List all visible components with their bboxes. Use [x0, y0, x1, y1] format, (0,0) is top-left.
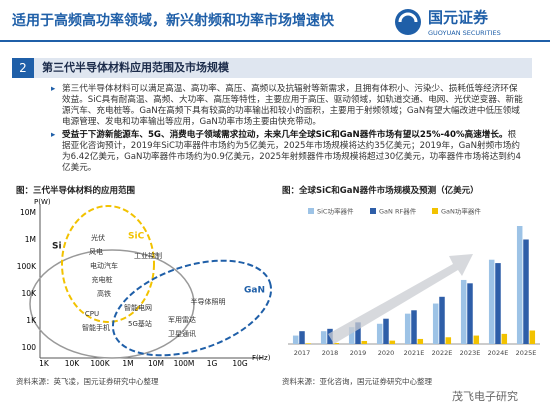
- x-tick-label: 2022E: [432, 349, 453, 357]
- bar: [516, 226, 523, 344]
- x-label: 100M: [174, 359, 195, 368]
- bullet-text: 根据亚化咨询预计，2019年SiC功率器件市场约为5亿美元，2025年市场规模将…: [62, 130, 521, 173]
- x-tick-label: 2024E: [488, 349, 509, 357]
- x-tick-label: 2021E: [404, 349, 425, 357]
- x-tick-label: 2025E: [516, 349, 537, 357]
- bar: [320, 331, 327, 344]
- application-label: 军用雷达: [168, 315, 196, 324]
- x-tick-label: 2017: [294, 349, 311, 357]
- application-label: 工业控制: [134, 251, 162, 260]
- bar: [439, 296, 445, 344]
- y-label: 100K: [17, 262, 37, 271]
- bar: [376, 323, 383, 344]
- logo-en: GUOYUAN SECURITIES: [428, 29, 501, 37]
- bar: [501, 333, 508, 344]
- legend-label: GaN功率器件: [441, 207, 481, 216]
- bar: [432, 303, 439, 344]
- x-tick-label: 2023E: [460, 349, 481, 357]
- application-label: 光伏: [91, 233, 105, 242]
- y-label: 1M: [25, 235, 36, 244]
- bar: [529, 330, 536, 344]
- bar: [333, 342, 340, 344]
- figure-title: 图：三代半导体材料的应用范围: [16, 186, 136, 196]
- application-label: 智能手机: [82, 323, 110, 332]
- bar: [411, 310, 417, 344]
- section-bar: [12, 58, 532, 78]
- bar: [389, 340, 396, 344]
- bullet-bold: 受益于下游新能源车、5G、消费电子领域需求拉动，未来几年全球SiC和GaN器件市…: [62, 130, 508, 140]
- logo: 国元证券 GUOYUAN SECURITIES: [395, 9, 501, 37]
- header-rule: [0, 40, 550, 42]
- bar: [473, 335, 480, 344]
- bar: [299, 331, 305, 344]
- x-axis-label: F(Hz): [252, 354, 271, 362]
- x-tick-label: 2020: [378, 349, 395, 357]
- legend-swatch: [308, 208, 314, 214]
- application-label: 电动汽车: [90, 261, 118, 270]
- legend-swatch: [370, 208, 376, 214]
- bar: [467, 283, 473, 344]
- bar: [383, 318, 389, 344]
- application-label: 高铁: [97, 289, 111, 298]
- figure-title: 图：全球SiC和GaN器件市场规模及预测（亿美元）: [282, 186, 479, 196]
- x-label: 10K: [65, 359, 81, 368]
- y-label: 10K: [22, 289, 38, 298]
- bar: [305, 343, 312, 344]
- x-tick-label: 2018: [322, 349, 339, 357]
- application-label: 5G基站: [128, 319, 152, 328]
- logo-arc: [398, 12, 418, 23]
- x-label: 1G: [207, 359, 218, 368]
- sic-region: [61, 205, 155, 323]
- si-region: [29, 249, 195, 359]
- bar: [460, 279, 467, 344]
- application-label: 充电桩: [92, 275, 113, 284]
- bar: [361, 340, 368, 344]
- bar: [488, 259, 495, 344]
- x-label: 10M: [148, 359, 164, 368]
- page-title: 适用于高频高功率领域，新兴射频和功率市场增速快: [12, 13, 334, 29]
- source: 资料来源：英飞凌，国元证券研究中心整理: [16, 377, 159, 386]
- region-label: SiC: [128, 232, 145, 242]
- bar: [355, 322, 361, 344]
- bar: [495, 263, 501, 344]
- bar-chart: SiC功率器件 GaN RF器件 GaN功率器件 2017 2018 2019 2020 20…: [288, 207, 540, 357]
- x-label: 1M: [122, 359, 133, 368]
- legend-swatch: [432, 208, 438, 214]
- source: 资料来源：亚化咨询，国元证券研究中心整理: [282, 377, 432, 386]
- bar: [445, 337, 452, 344]
- section-number: 2: [12, 58, 34, 78]
- legend-label: SiC功率器件: [317, 207, 354, 216]
- application-label: 风电: [89, 247, 103, 256]
- bar: [404, 313, 411, 344]
- cagr-arrow: [328, 254, 473, 344]
- y-axis-label: P(W): [34, 198, 51, 206]
- x-label: 1K: [39, 359, 50, 368]
- bar: [523, 239, 529, 344]
- application-label: 半导体照明: [191, 297, 226, 306]
- gan-region: [111, 259, 273, 357]
- application-label: 智能电网: [124, 303, 152, 312]
- section-title: 第三代半导体材料应用范围及市场规模: [42, 61, 229, 74]
- x-label: 10G: [232, 359, 248, 368]
- bullet: 受益于下游新能源车、5G、消费电子领域需求拉动，未来几年全球SiC和GaN器件市…: [51, 130, 524, 174]
- y-label: 100: [22, 343, 37, 352]
- bar: [417, 338, 424, 344]
- bullet: 第三代半导体材料可以满足高温、高功率、高压、高频以及抗辐射等新需求，且拥有体积小…: [51, 84, 524, 128]
- application-label: 卫星通讯: [168, 329, 196, 338]
- region-label: GaN: [244, 286, 265, 296]
- bar: [348, 327, 355, 344]
- x-tick-label: 2019: [350, 349, 367, 357]
- application-label: CPU: [85, 310, 99, 318]
- y-label: 1K: [26, 316, 37, 325]
- x-label: 100K: [90, 359, 110, 368]
- legend-label: GaN RF器件: [379, 207, 417, 216]
- y-label: 10M: [20, 208, 36, 217]
- region-label: Si: [52, 242, 62, 252]
- bar: [292, 335, 299, 344]
- watermark: 茂飞电子研究: [452, 390, 518, 403]
- logo-name: 国元证券: [428, 9, 489, 27]
